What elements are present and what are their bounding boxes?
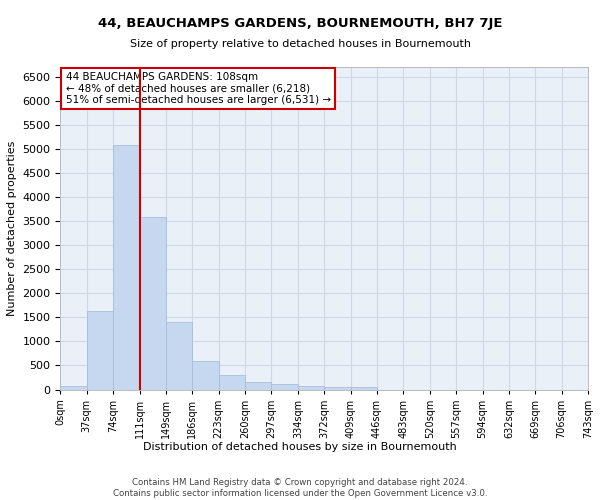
Bar — [113, 145, 140, 390]
Text: 44, BEAUCHAMPS GARDENS, BOURNEMOUTH, BH7 7JE: 44, BEAUCHAMPS GARDENS, BOURNEMOUTH, BH7… — [98, 18, 502, 30]
Bar — [61, 386, 87, 390]
Bar — [245, 382, 271, 390]
Bar — [166, 322, 192, 390]
Bar — [298, 386, 324, 390]
Y-axis label: Number of detached properties: Number of detached properties — [7, 140, 17, 316]
Text: Contains HM Land Registry data © Crown copyright and database right 2024.
Contai: Contains HM Land Registry data © Crown c… — [113, 478, 487, 498]
Bar — [271, 384, 298, 390]
Bar — [140, 217, 166, 390]
Text: 44 BEAUCHAMPS GARDENS: 108sqm
← 48% of detached houses are smaller (6,218)
51% o: 44 BEAUCHAMPS GARDENS: 108sqm ← 48% of d… — [65, 72, 331, 105]
Text: Size of property relative to detached houses in Bournemouth: Size of property relative to detached ho… — [130, 39, 470, 49]
Bar — [87, 310, 113, 390]
Bar — [218, 375, 245, 390]
Bar — [350, 387, 377, 390]
Text: Distribution of detached houses by size in Bournemouth: Distribution of detached houses by size … — [143, 442, 457, 452]
Bar — [324, 387, 350, 390]
Bar — [192, 361, 218, 390]
